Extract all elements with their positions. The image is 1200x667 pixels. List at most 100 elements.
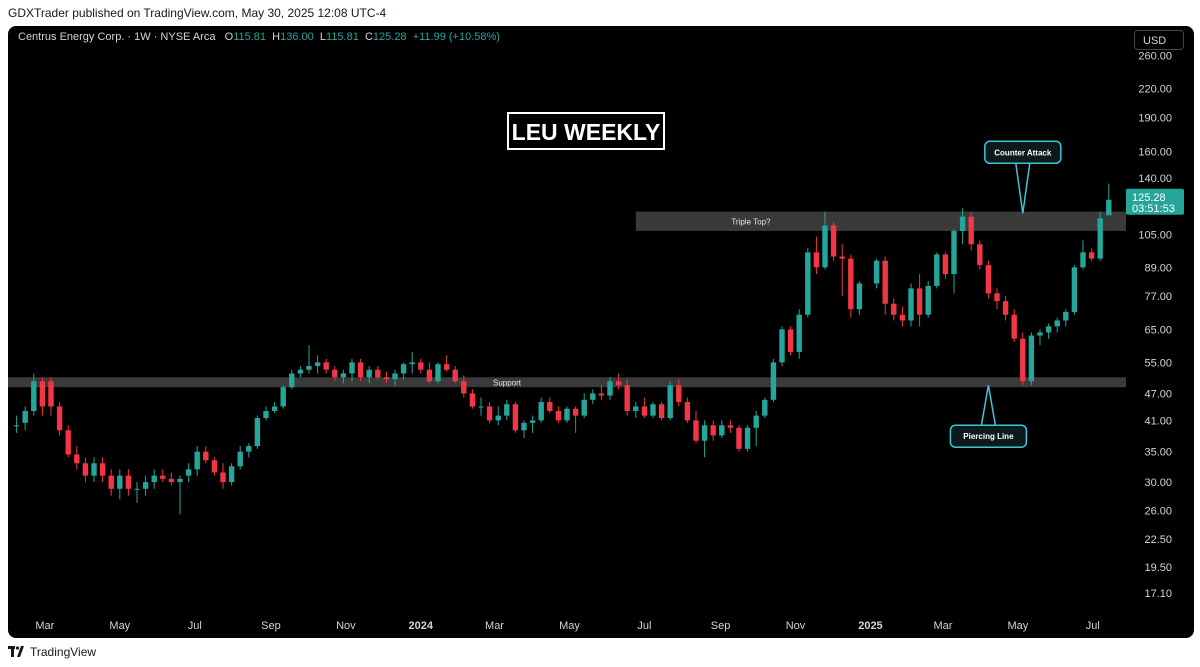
- price-zone: [8, 377, 1126, 388]
- legend-high-label: H: [272, 31, 281, 43]
- candle-body: [1028, 335, 1035, 382]
- candle-body: [486, 406, 493, 421]
- candle-body: [1011, 314, 1017, 339]
- x-tick-label: 2025: [858, 620, 882, 632]
- candle-body: [185, 469, 192, 476]
- candle-body: [796, 314, 802, 352]
- y-tick-label: 260.00: [1138, 51, 1172, 63]
- callout-pointer: [980, 385, 997, 426]
- candle-body: [280, 387, 286, 407]
- candle-body: [461, 381, 467, 394]
- candle-body: [504, 404, 510, 416]
- candle-body: [1037, 332, 1043, 336]
- candle-body: [1045, 326, 1052, 333]
- zone-label: Support: [493, 378, 522, 387]
- legend-close: 125.28: [372, 31, 407, 43]
- x-tick-label: May: [109, 620, 130, 632]
- legend-low: 115.81: [326, 31, 359, 43]
- candle-body: [555, 410, 562, 421]
- y-tick-label: 190.00: [1138, 113, 1172, 125]
- legend-open: 115.81: [233, 31, 267, 43]
- candle-body: [452, 369, 458, 382]
- legend-close-label: C: [364, 31, 373, 43]
- candle-body: [805, 252, 811, 315]
- y-tick-label: 22.50: [1144, 534, 1172, 546]
- candle-body: [916, 288, 923, 315]
- x-tick-label: May: [559, 620, 580, 632]
- price-chart[interactable]: Support Triple Top? LEU WEEKLY Counter Atta…: [8, 26, 1194, 638]
- candle-body: [426, 369, 433, 382]
- footer-brand: TradingView: [30, 645, 97, 659]
- candle-body: [710, 425, 716, 436]
- candle-body: [151, 475, 157, 483]
- callout-text: Counter Attack: [994, 148, 1052, 157]
- chart-title-box: [507, 112, 665, 150]
- candle-body: [263, 410, 269, 419]
- candle-body: [684, 402, 691, 421]
- candle-body: [985, 265, 992, 294]
- candle-body: [968, 216, 974, 245]
- candle-body: [134, 488, 140, 490]
- x-tick-label: Mar: [933, 620, 952, 632]
- candle-body: [1002, 301, 1009, 315]
- last-price-countdown: 03:51:53: [1132, 203, 1175, 215]
- candle-body: [641, 406, 648, 416]
- candle-body: [693, 420, 699, 441]
- candle-body: [349, 362, 355, 374]
- candle-body: [478, 406, 484, 408]
- candle-body: [529, 420, 536, 423]
- candle-body: [194, 451, 200, 470]
- x-tick-label: Jul: [1086, 620, 1100, 632]
- candle-body: [633, 406, 639, 411]
- y-tick-label: 30.00: [1144, 477, 1172, 489]
- candle-body: [237, 451, 243, 467]
- candle-body: [443, 364, 450, 370]
- candle-body: [13, 425, 20, 427]
- candle-body: [39, 381, 46, 407]
- y-tick-label: 160.00: [1138, 146, 1172, 158]
- candle-body: [375, 369, 381, 378]
- candle-body: [891, 303, 897, 315]
- candle-body: [117, 475, 123, 489]
- candle-body: [306, 366, 312, 370]
- candle-body: [366, 369, 372, 378]
- candle-body: [934, 254, 940, 286]
- candle-body: [314, 362, 321, 367]
- candle-body: [418, 362, 424, 370]
- chart-frame[interactable]: Support Triple Top? LEU WEEKLY Counter Atta…: [8, 26, 1194, 638]
- candle-body: [572, 408, 579, 416]
- candle-body: [168, 478, 175, 483]
- candle-body: [142, 482, 149, 489]
- currency-selector[interactable]: USD: [1134, 30, 1184, 50]
- candle-body: [848, 258, 854, 310]
- chart-title: LEU WEEKLY: [512, 119, 661, 145]
- candle-body: [160, 475, 166, 479]
- candle-body: [581, 399, 587, 416]
- candle-body: [31, 381, 37, 411]
- candle-body: [753, 415, 759, 428]
- candle-body: [822, 225, 828, 268]
- candle-body: [873, 260, 880, 284]
- candle-body: [1071, 267, 1078, 312]
- candle-body: [177, 478, 183, 483]
- candle-body: [667, 385, 673, 419]
- candle-body: [951, 230, 957, 275]
- tradingview-logo-icon: [8, 646, 24, 657]
- x-tick-label: Nov: [336, 620, 356, 632]
- y-tick-label: 41.00: [1144, 415, 1172, 427]
- x-tick-label: Sep: [711, 620, 731, 632]
- candle-body: [65, 430, 71, 455]
- candle-body: [1080, 252, 1086, 268]
- candle-body: [590, 393, 596, 400]
- callout-pointer: [1015, 163, 1031, 214]
- candle-body: [719, 425, 725, 436]
- x-tick-label: Sep: [261, 620, 281, 632]
- candle-body: [297, 369, 304, 374]
- candle-body: [959, 216, 966, 231]
- candle-body: [56, 406, 63, 431]
- candle-body: [925, 285, 931, 315]
- legend-high: 136.00: [280, 31, 314, 43]
- candle-body: [1020, 338, 1026, 382]
- candle-body: [48, 381, 54, 407]
- candle-body: [108, 475, 114, 489]
